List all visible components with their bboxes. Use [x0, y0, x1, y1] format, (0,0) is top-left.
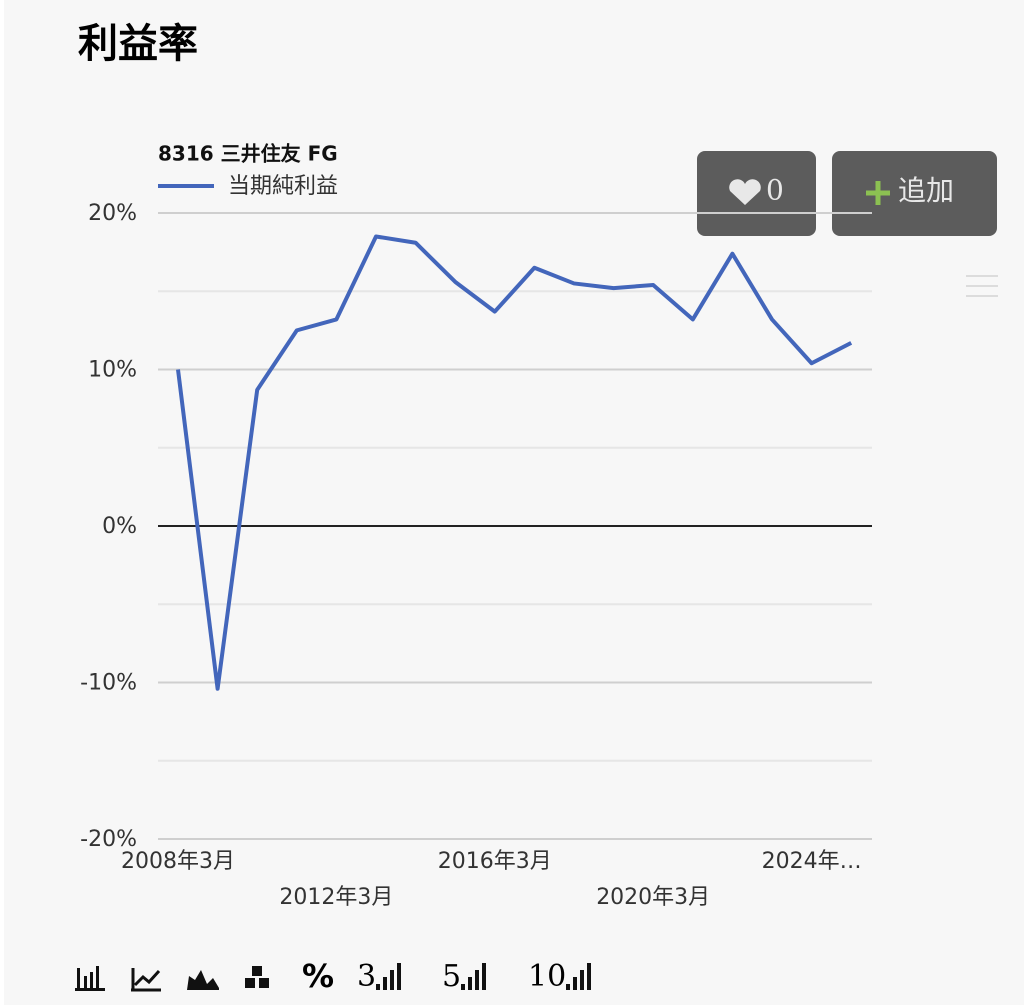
period-label[interactable]: 3 — [357, 959, 376, 994]
page-title: 利益率 — [78, 20, 198, 67]
like-count: 0 — [766, 174, 784, 207]
x-tick-label: 2008年3月 — [121, 849, 235, 874]
period-icon-bar — [566, 984, 570, 990]
x-tick-label: 2024年… — [762, 849, 862, 874]
period-label[interactable]: 10 — [528, 959, 566, 994]
period-icon-bar — [482, 963, 486, 990]
heart-icon — [729, 179, 761, 205]
y-tick-label: 10% — [88, 358, 137, 383]
menu-icon[interactable] — [966, 275, 998, 297]
legend-label: 当期純利益 — [228, 174, 338, 199]
add-button[interactable]: 追加 — [832, 151, 997, 236]
chart-title: 8316 三井住友 FG — [158, 142, 338, 166]
like-button[interactable]: 0 — [697, 151, 816, 236]
plus-icon — [866, 181, 890, 205]
y-tick-label: -10% — [80, 671, 137, 696]
period-icon-bar — [475, 970, 479, 990]
x-tick-label: 2020年3月 — [596, 885, 710, 910]
add-label: 追加 — [898, 174, 954, 207]
period-icon-bar — [376, 984, 380, 990]
period-icon-bar — [587, 963, 591, 990]
area-icon[interactable] — [187, 970, 219, 990]
period-label[interactable]: 5 — [442, 959, 461, 994]
series-line — [176, 234, 853, 691]
x-tick-label: 2016年3月 — [438, 849, 552, 874]
period-icon-bar — [397, 963, 401, 990]
edge — [0, 0, 4, 1005]
y-tick-label: 0% — [102, 514, 137, 539]
period-icon-bar — [468, 977, 472, 990]
period-icon-bar — [390, 970, 394, 990]
x-tick-label: 2012年3月 — [279, 885, 393, 910]
toolbar: % 3 5 10 — [75, 957, 591, 995]
bar-icon[interactable] — [75, 966, 105, 991]
period-icon-bar — [383, 977, 387, 990]
stack-icon[interactable] — [245, 966, 269, 988]
period-icon-bar — [580, 970, 584, 990]
y-tick-label: -20% — [80, 827, 137, 852]
period-icon-bar — [573, 977, 577, 990]
period-icon-bar — [461, 984, 465, 990]
line-icon[interactable] — [131, 968, 161, 992]
percent-icon[interactable]: % — [302, 957, 334, 995]
y-tick-label: 20% — [88, 201, 137, 226]
add-bg[interactable] — [832, 151, 997, 236]
